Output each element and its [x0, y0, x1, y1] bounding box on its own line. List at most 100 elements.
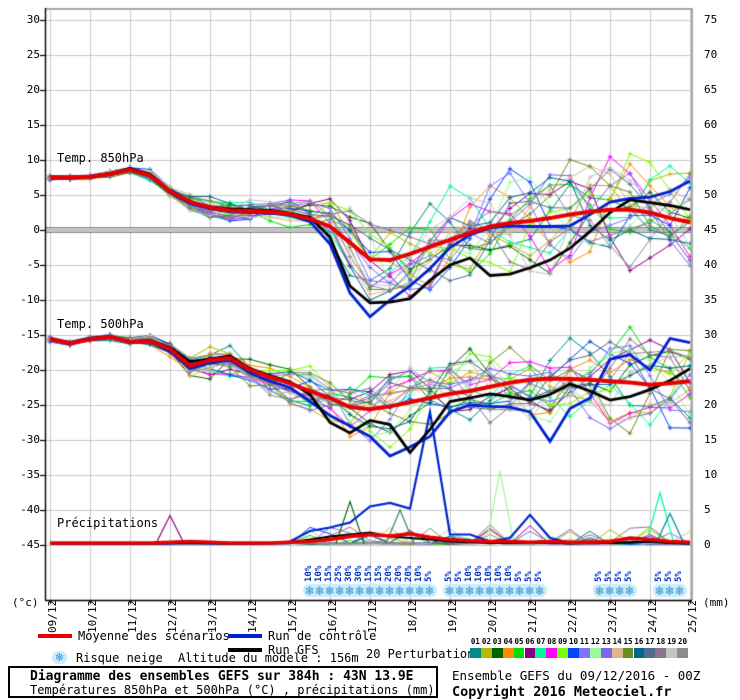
right-axis-tick: 70 [704, 48, 718, 61]
left-axis-tick: -45 [20, 538, 40, 551]
x-axis-date-label: 20/12 [486, 599, 499, 633]
perturbation-number: 03 [492, 637, 502, 646]
perturbation-item: 15 [622, 637, 634, 658]
perturbation-item: 09 [557, 637, 569, 658]
left-axis-tick: 5 [33, 188, 40, 201]
chart-title: Diagramme des ensembles GEFS sur 384h : … [30, 669, 414, 684]
snow-risk-percent-label: 10% [484, 565, 494, 582]
chart-title-box: Diagramme des ensembles GEFS sur 384h : … [8, 666, 438, 698]
left-axis-tick: -5 [26, 258, 40, 271]
snow-risk-percent-label: 10% [314, 565, 324, 582]
chart-subtitle: Températures 850hPa et 500hPa (°C) , pré… [30, 683, 435, 697]
right-axis-tick: 5 [704, 503, 711, 516]
snow-risk-percent-label: 5% [444, 571, 454, 582]
perturbation-color-square [568, 648, 579, 658]
perturbation-number: 02 [481, 637, 491, 646]
x-axis-date-label: 22/12 [566, 599, 579, 633]
perturbation-color-square [589, 648, 601, 658]
snow-risk-percent-label: 20% [404, 565, 414, 582]
perturbation-item: 02 [480, 637, 492, 658]
snow-risk-percent-label: 5% [664, 571, 674, 582]
perturbation-item: 03 [491, 637, 503, 658]
x-axis-date-label: 09/12 [46, 599, 59, 633]
perturbation-number: 18 [656, 637, 666, 646]
perturbation-item: 07 [535, 637, 547, 658]
perturbation-color-square [622, 648, 634, 658]
snow-risk-percent-label: 5% [524, 571, 534, 582]
left-axis-tick: 0 [33, 223, 40, 236]
perturbation-number: 15 [623, 637, 633, 646]
snow-risk-percent-label: 5% [654, 571, 664, 582]
perturbation-number: 05 [514, 637, 524, 646]
snow-risk-percent-label: 20% [394, 565, 404, 582]
snowflake-icon: ❄ [52, 651, 67, 664]
snow-risk-percent-label: 20% [384, 565, 394, 582]
perturbation-item: 08 [546, 637, 558, 658]
legend-gfs-label: Run GFS [268, 643, 319, 657]
left-axis-tick: 15 [26, 118, 40, 131]
perturbation-item: 14 [611, 637, 623, 658]
right-axis-tick: 15 [704, 433, 718, 446]
left-axis-tick: 10 [26, 153, 40, 166]
perturbation-number: 08 [547, 637, 557, 646]
legend-snow-label: Risque neige [76, 651, 163, 665]
perturbation-color-square [677, 648, 688, 658]
perturbations-count-label: 20 Perturbations [366, 647, 482, 661]
right-axis-tick: 65 [704, 83, 718, 96]
perturbation-color-square [644, 648, 656, 658]
right-axis-tick: 35 [704, 293, 718, 306]
snow-risk-percent-label: 25% [334, 565, 344, 582]
x-axis-date-label: 21/12 [526, 599, 539, 633]
left-axis-tick: 25 [26, 48, 40, 61]
left-axis-unit: (°c) [12, 596, 39, 609]
left-axis-tick: -15 [20, 328, 40, 341]
perturbation-item: 16 [633, 637, 645, 658]
snow-risk-percent-label: 10% [464, 565, 474, 582]
snow-risk-percent-label: 5% [674, 571, 684, 582]
perturbation-number: 20 [678, 637, 688, 646]
control-line-swatch [228, 634, 262, 638]
perturbation-item: 13 [600, 637, 612, 658]
snow-risk-percent-label: 10% [504, 565, 514, 582]
perturbation-item: 19 [666, 637, 678, 658]
snow-risk-percent-label: 5% [594, 571, 604, 582]
perturbation-item: 04 [502, 637, 514, 658]
left-axis-tick: -30 [20, 433, 40, 446]
perturbation-color-square [470, 648, 481, 658]
right-axis-tick: 0 [704, 538, 711, 551]
x-axis-date-label: 24/12 [646, 599, 659, 633]
perturbation-item: 01 [470, 637, 481, 658]
left-axis-tick: -40 [20, 503, 40, 516]
snow-risk-percent-label: 30% [354, 565, 364, 582]
perturbation-item: 10 [568, 637, 579, 658]
right-axis-tick: 30 [704, 328, 718, 341]
left-axis-tick: -35 [20, 468, 40, 481]
right-axis-unit: (mm) [703, 596, 730, 609]
perturbation-number: 09 [558, 637, 568, 646]
perturbation-item: 12 [589, 637, 601, 658]
snow-risk-percent-label: 10% [474, 565, 484, 582]
x-axis-date-label: 14/12 [246, 599, 259, 633]
snow-risk-percent-label: 10% [494, 565, 504, 582]
perturbation-number: 17 [645, 637, 655, 646]
perturbation-color-square [633, 648, 645, 658]
perturbation-color-square [513, 648, 525, 658]
copyright-text: Copyright 2016 Meteociel.fr [452, 684, 672, 700]
snow-risk-percent-label: 5% [424, 571, 434, 582]
mean-line-swatch [38, 634, 72, 638]
snow-risk-percent-label: 5% [514, 571, 524, 582]
perturbation-color-square [579, 648, 590, 658]
right-axis-tick: 10 [704, 468, 718, 481]
left-axis-tick: -20 [20, 363, 40, 376]
right-axis-tick: 60 [704, 118, 718, 131]
snow-risk-percent-label: 30% [344, 565, 354, 582]
perturbation-color-square [557, 648, 569, 658]
snow-risk-percent-label: 15% [364, 565, 374, 582]
left-axis-tick: 30 [26, 13, 40, 26]
x-axis-date-label: 25/12 [686, 599, 699, 633]
perturbation-number: 12 [590, 637, 600, 646]
legend-mean-label: Moyenne des scénarios [78, 629, 230, 643]
snow-risk-percent-label: 15% [324, 565, 334, 582]
perturbation-color-square [546, 648, 558, 658]
perturbation-number: 19 [667, 637, 677, 646]
